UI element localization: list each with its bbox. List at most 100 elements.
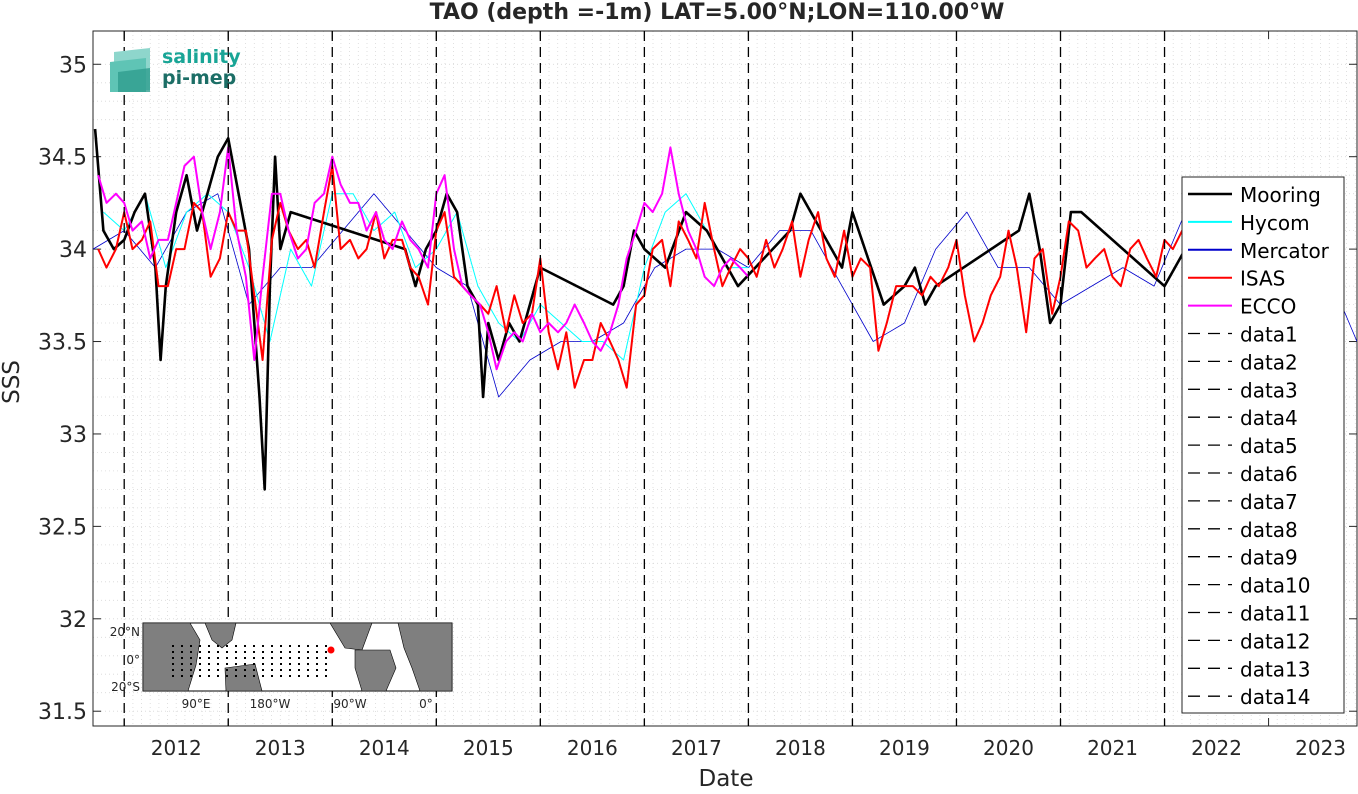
inset-station-dot bbox=[325, 663, 327, 665]
inset-station-dot bbox=[181, 669, 183, 671]
inset-station-dot bbox=[244, 669, 246, 671]
legend-label-data4: data4 bbox=[1240, 406, 1298, 430]
inset-land bbox=[397, 622, 453, 692]
inset-station-dot bbox=[199, 645, 201, 647]
inset-station-dot bbox=[280, 651, 282, 653]
inset-station-dot bbox=[235, 663, 237, 665]
inset-station-dot bbox=[307, 675, 309, 677]
inset-station-dot bbox=[235, 645, 237, 647]
inset-station-dot bbox=[199, 669, 201, 671]
legend-label-data5: data5 bbox=[1240, 434, 1298, 458]
inset-station-dot bbox=[226, 657, 228, 659]
series-line-isas bbox=[97, 164, 1184, 389]
inset-station-dot bbox=[226, 675, 228, 677]
inset-station-dot bbox=[172, 663, 174, 665]
legend-label-data2: data2 bbox=[1240, 350, 1298, 374]
logo-icon bbox=[110, 48, 150, 92]
inset-station-dot bbox=[181, 645, 183, 647]
inset-station-dot bbox=[172, 657, 174, 659]
inset-station-dot bbox=[226, 663, 228, 665]
series-group bbox=[93, 31, 1357, 726]
legend-label-data7: data7 bbox=[1240, 490, 1298, 514]
inset-station-dot bbox=[208, 645, 210, 647]
inset-station-dot bbox=[244, 663, 246, 665]
inset-y-label: 0° bbox=[126, 653, 140, 667]
inset-station-dot bbox=[325, 651, 327, 653]
inset-station-dot bbox=[190, 663, 192, 665]
inset-station-dot bbox=[253, 657, 255, 659]
inset-station-dot bbox=[280, 657, 282, 659]
legend-label-data11: data11 bbox=[1240, 602, 1311, 626]
inset-x-label: 90°E bbox=[182, 697, 211, 711]
inset-station-dot bbox=[181, 663, 183, 665]
inset-station-dot bbox=[253, 663, 255, 665]
inset-station-dot bbox=[307, 651, 309, 653]
x-tick-label: 2018 bbox=[775, 736, 826, 760]
series-line-ecco bbox=[97, 146, 750, 371]
inset-station-dot bbox=[244, 645, 246, 647]
inset-station-dot bbox=[307, 669, 309, 671]
inset-station-dot bbox=[181, 657, 183, 659]
y-tick-label: 31.5 bbox=[38, 700, 87, 725]
logo-text-salinity: salinity bbox=[162, 46, 241, 68]
x-tick-label: 2016 bbox=[567, 736, 618, 760]
legend-label-data1: data1 bbox=[1240, 323, 1298, 347]
inset-station-dot bbox=[253, 669, 255, 671]
inset-station-dot bbox=[181, 675, 183, 677]
inset-station-dot bbox=[289, 645, 291, 647]
inset-station-dot bbox=[181, 651, 183, 653]
x-tick-label: 2020 bbox=[983, 736, 1034, 760]
x-tick-label: 2017 bbox=[671, 736, 722, 760]
inset-station-dot bbox=[244, 675, 246, 677]
inset-station-dot bbox=[316, 657, 318, 659]
plot-area: 31.5 32 32.5 33 33.5 34 34.5 35 2012 2013 2014 2015… bbox=[38, 30, 1358, 760]
x-tick-label: 2014 bbox=[359, 736, 410, 760]
legend-label-data9: data9 bbox=[1240, 546, 1298, 570]
x-tick-label: 2012 bbox=[151, 736, 202, 760]
salinity-pi-mep-logo: salinity pi-mep bbox=[110, 46, 241, 92]
y-tick-label: 34.5 bbox=[38, 146, 87, 171]
inset-station-dot bbox=[262, 669, 264, 671]
chart-title: TAO (depth =-1m) LAT=5.00°N;LON=110.00°W bbox=[430, 0, 1005, 25]
inset-station-dot bbox=[307, 657, 309, 659]
inset-station-dot bbox=[199, 675, 201, 677]
inset-station-dot bbox=[280, 645, 282, 647]
inset-station-dot bbox=[289, 651, 291, 653]
legend-label-data12: data12 bbox=[1240, 629, 1311, 653]
y-tick-label: 34 bbox=[59, 238, 87, 263]
inset-station-dot bbox=[298, 657, 300, 659]
inset-selected-station bbox=[327, 646, 335, 654]
inset-station-dot bbox=[262, 675, 264, 677]
inset-station-dot bbox=[253, 645, 255, 647]
x-tick-label: 2013 bbox=[255, 736, 306, 760]
legend-label-isas: ISAS bbox=[1240, 267, 1285, 291]
inset-y-label: 20°N bbox=[110, 625, 140, 639]
inset-station-dot bbox=[217, 669, 219, 671]
legend-label-mercator: Mercator bbox=[1240, 239, 1330, 263]
inset-station-dot bbox=[172, 675, 174, 677]
inset-station-dot bbox=[325, 657, 327, 659]
series-line-mercator bbox=[93, 193, 1357, 398]
x-tick-label: 2015 bbox=[463, 736, 514, 760]
legend-label-data13: data13 bbox=[1240, 657, 1311, 681]
inset-station-dot bbox=[190, 651, 192, 653]
inset-station-dot bbox=[289, 663, 291, 665]
inset-station-dot bbox=[316, 651, 318, 653]
inset-station-dot bbox=[190, 645, 192, 647]
inset-map: 20°N 0° 20°S 90°E 180°W 90°W 0° bbox=[110, 622, 453, 711]
logo-text-pi-mep: pi-mep bbox=[162, 67, 236, 89]
inset-station-dot bbox=[271, 663, 273, 665]
y-tick-label: 33 bbox=[59, 423, 87, 448]
y-tick-label: 32 bbox=[59, 608, 87, 633]
grid bbox=[93, 31, 1357, 726]
inset-station-dot bbox=[271, 669, 273, 671]
inset-y-label: 20°S bbox=[111, 680, 140, 694]
inset-x-label: 90°W bbox=[333, 697, 366, 711]
inset-station-dot bbox=[208, 663, 210, 665]
inset-station-dot bbox=[280, 663, 282, 665]
x-tick-label: 2023 bbox=[1295, 736, 1346, 760]
inset-station-dot bbox=[298, 675, 300, 677]
inset-station-dot bbox=[199, 651, 201, 653]
inset-station-dot bbox=[172, 669, 174, 671]
